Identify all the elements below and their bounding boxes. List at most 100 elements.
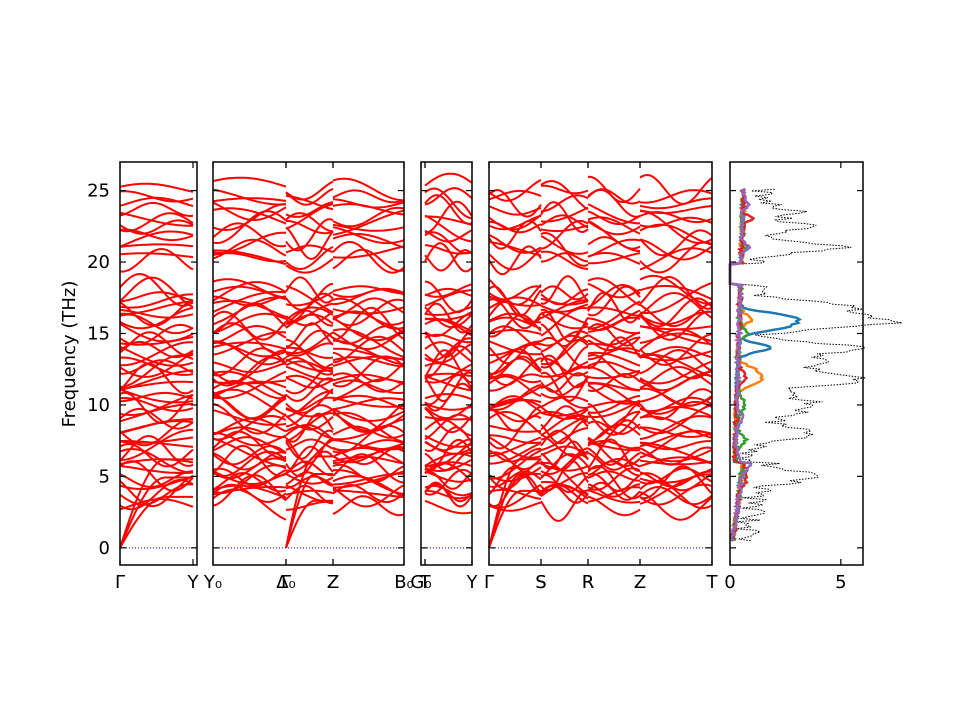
band-line bbox=[639, 332, 713, 344]
band-line bbox=[212, 391, 287, 420]
band-line bbox=[212, 379, 287, 385]
panel-frame bbox=[212, 161, 405, 566]
band-line bbox=[540, 299, 589, 320]
band-line bbox=[119, 393, 194, 417]
band-line bbox=[488, 488, 542, 500]
band-line bbox=[587, 410, 641, 444]
frames-layer bbox=[119, 161, 864, 566]
band-line bbox=[212, 222, 287, 248]
band-line bbox=[119, 442, 194, 468]
band-line bbox=[488, 234, 542, 254]
band-line bbox=[119, 247, 194, 273]
band-line bbox=[285, 374, 334, 395]
band-line bbox=[285, 201, 334, 218]
band-line bbox=[285, 412, 334, 443]
band-line bbox=[639, 465, 713, 500]
band-line bbox=[488, 451, 542, 471]
band-line bbox=[489, 409, 542, 423]
band-line bbox=[587, 188, 641, 205]
x-tick-label: Y bbox=[187, 572, 200, 593]
band-line bbox=[332, 245, 405, 259]
band-line bbox=[212, 310, 287, 341]
band-line bbox=[332, 198, 405, 209]
band-line bbox=[285, 212, 334, 233]
x-tick-label: Z bbox=[634, 572, 646, 593]
band-line bbox=[540, 407, 589, 417]
band-line bbox=[424, 187, 473, 206]
band-line bbox=[332, 297, 405, 318]
band-line bbox=[424, 407, 473, 434]
band-line bbox=[424, 289, 473, 307]
band-line bbox=[332, 484, 405, 508]
x-tick-label: Γ bbox=[281, 572, 291, 593]
band-line bbox=[639, 229, 713, 257]
band-line bbox=[540, 220, 589, 250]
band-line bbox=[488, 214, 542, 231]
band-line bbox=[587, 489, 641, 504]
band-line bbox=[488, 458, 541, 549]
band-line bbox=[587, 331, 641, 346]
band-line bbox=[488, 436, 542, 459]
band-line bbox=[212, 188, 287, 206]
band-line bbox=[332, 470, 405, 489]
band-line bbox=[639, 275, 713, 310]
band-line bbox=[540, 180, 589, 211]
band-line bbox=[587, 351, 641, 367]
bands-layer bbox=[119, 172, 713, 549]
band-line bbox=[119, 293, 193, 309]
band-line bbox=[639, 325, 713, 331]
band-line bbox=[119, 182, 194, 193]
band-line bbox=[488, 436, 542, 458]
band-line bbox=[119, 369, 194, 392]
band-line bbox=[540, 194, 589, 213]
band-line bbox=[424, 452, 473, 467]
band-line bbox=[119, 219, 194, 235]
band-line bbox=[119, 331, 194, 357]
band-line bbox=[424, 337, 473, 362]
x-tick-label: Z bbox=[634, 572, 646, 593]
band-line bbox=[119, 230, 194, 248]
band-line bbox=[119, 345, 194, 367]
x-tick-label: Γ bbox=[115, 572, 125, 593]
band-line bbox=[488, 249, 542, 271]
band-line bbox=[332, 306, 405, 341]
band-line bbox=[488, 189, 542, 218]
band-line bbox=[488, 312, 542, 324]
band-line bbox=[212, 370, 287, 400]
band-line bbox=[488, 434, 542, 444]
band-line bbox=[285, 390, 334, 418]
band-line bbox=[119, 356, 194, 376]
band-line bbox=[639, 440, 713, 451]
band-line bbox=[587, 402, 641, 429]
band-line bbox=[587, 369, 641, 380]
band-line bbox=[424, 330, 473, 358]
band-line bbox=[424, 438, 473, 472]
band-line bbox=[119, 243, 194, 248]
band-line bbox=[587, 365, 641, 391]
x-tick-label: Z bbox=[327, 572, 339, 593]
band-line bbox=[587, 317, 641, 335]
band-line bbox=[119, 211, 193, 227]
band-line bbox=[424, 470, 473, 483]
band-line bbox=[285, 226, 334, 261]
band-line bbox=[639, 285, 713, 301]
band-line bbox=[424, 403, 473, 411]
band-line bbox=[119, 388, 194, 404]
band-line bbox=[332, 424, 405, 454]
band-line bbox=[119, 323, 194, 346]
band-line bbox=[488, 341, 542, 365]
band-line bbox=[488, 285, 542, 301]
band-line bbox=[424, 484, 473, 497]
band-line bbox=[119, 359, 194, 375]
band-line bbox=[639, 485, 713, 506]
band-line bbox=[488, 205, 542, 216]
band-line bbox=[424, 403, 473, 420]
band-line bbox=[119, 351, 194, 378]
band-line bbox=[285, 484, 333, 505]
panel-frame bbox=[119, 161, 198, 566]
panel-frame bbox=[420, 161, 473, 566]
band-line bbox=[332, 287, 405, 298]
band-line bbox=[212, 331, 287, 356]
band-line bbox=[212, 197, 287, 203]
x-tick-label: T bbox=[419, 572, 432, 593]
